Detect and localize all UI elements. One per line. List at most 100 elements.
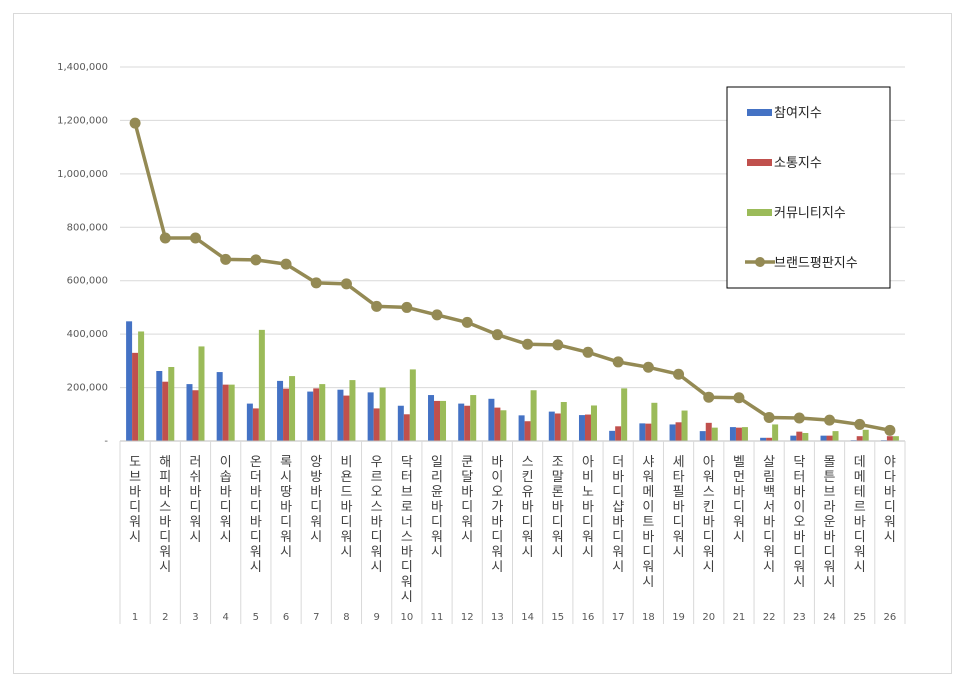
bar-series-0-14	[548, 411, 555, 441]
x-index-label: 25	[853, 612, 866, 623]
bar-series-2-4	[258, 329, 265, 441]
bar-series-2-13	[530, 390, 537, 441]
line-point-24	[854, 418, 866, 430]
line-point-6	[310, 277, 322, 289]
bar-series-0-0	[126, 321, 133, 441]
x-index-label: 17	[612, 612, 625, 623]
legend-swatch-1	[747, 159, 772, 166]
bar-series-0-20	[729, 427, 736, 441]
line-point-14	[552, 339, 564, 351]
y-tick-label: -	[104, 436, 108, 447]
bar-series-0-15	[578, 415, 585, 441]
x-index-label: 6	[283, 612, 289, 623]
bars	[126, 321, 899, 441]
bar-series-2-6	[319, 384, 326, 441]
bar-series-2-0	[138, 331, 145, 441]
bar-series-1-1	[162, 381, 169, 441]
line-point-1	[159, 232, 171, 244]
bar-series-2-25	[892, 436, 899, 441]
x-index-label: 1	[132, 612, 138, 623]
line-series	[129, 117, 896, 436]
legend-label-2: 커뮤니티지수	[774, 206, 846, 221]
x-index-label: 9	[373, 612, 379, 623]
bar-series-1-4	[252, 408, 259, 441]
bar-series-0-19	[699, 431, 706, 441]
y-tick-label: 400,000	[67, 329, 108, 340]
x-index-label: 3	[192, 612, 198, 623]
bar-series-1-10	[434, 400, 441, 441]
x-index-label: 7	[313, 612, 319, 623]
x-index-label: 13	[491, 612, 504, 623]
bar-series-1-16	[615, 426, 622, 441]
bar-series-1-7	[343, 395, 350, 441]
bar-series-2-20	[741, 427, 748, 441]
axes: - 200,000 400,000 600,000 800,000 1,000,000 1,…	[57, 62, 906, 624]
y-tick-label: 800,000	[67, 222, 108, 233]
line-point-20	[733, 392, 745, 404]
bar-series-0-23	[820, 435, 827, 441]
x-index-label: 11	[431, 612, 444, 623]
bar-series-2-18	[681, 410, 688, 441]
bar-series-0-18	[669, 424, 676, 441]
bar-series-2-21	[772, 424, 779, 441]
x-index-label: 8	[343, 612, 349, 623]
bar-series-0-22	[790, 435, 797, 441]
bar-series-2-14	[560, 401, 567, 441]
bar-series-1-20	[735, 427, 742, 441]
x-index-label: 24	[823, 612, 836, 623]
bar-series-2-8	[379, 387, 386, 441]
x-index-label: 12	[461, 612, 474, 623]
line-point-13	[522, 338, 534, 350]
bar-series-0-8	[367, 392, 374, 441]
bar-series-2-7	[349, 380, 356, 441]
x-index-label: 14	[521, 612, 534, 623]
x-index-label: 5	[253, 612, 259, 623]
bar-series-1-17	[645, 423, 652, 441]
bar-series-2-9	[409, 369, 416, 441]
bar-series-1-14	[554, 413, 561, 441]
bar-series-0-7	[337, 389, 344, 441]
x-index-label: 20	[702, 612, 715, 623]
bar-series-2-12	[500, 410, 507, 441]
x-index-label: 21	[733, 612, 746, 623]
bar-series-1-24	[856, 436, 863, 441]
line-point-22	[793, 412, 805, 424]
line-point-0	[129, 117, 141, 129]
bar-series-2-16	[621, 388, 628, 441]
line-point-7	[340, 278, 352, 290]
bar-series-2-11	[470, 395, 477, 441]
bar-series-0-13	[518, 415, 525, 441]
bar-series-2-2	[198, 346, 205, 441]
legend-label-3: 브랜드평판지수	[774, 256, 858, 271]
bar-series-2-22	[802, 432, 809, 441]
line-point-2	[189, 232, 201, 244]
x-index-label: 2	[162, 612, 168, 623]
x-index-label: 4	[222, 612, 228, 623]
bar-series-1-15	[584, 414, 591, 441]
x-index-label: 22	[763, 612, 776, 623]
line-point-11	[461, 316, 473, 328]
bar-series-1-23	[826, 435, 833, 441]
bar-series-0-17	[639, 423, 646, 441]
bar-series-0-3	[216, 372, 223, 441]
y-tick-label: 1,400,000	[57, 62, 108, 73]
bar-series-2-19	[711, 427, 718, 441]
x-index-label: 18	[642, 612, 655, 623]
